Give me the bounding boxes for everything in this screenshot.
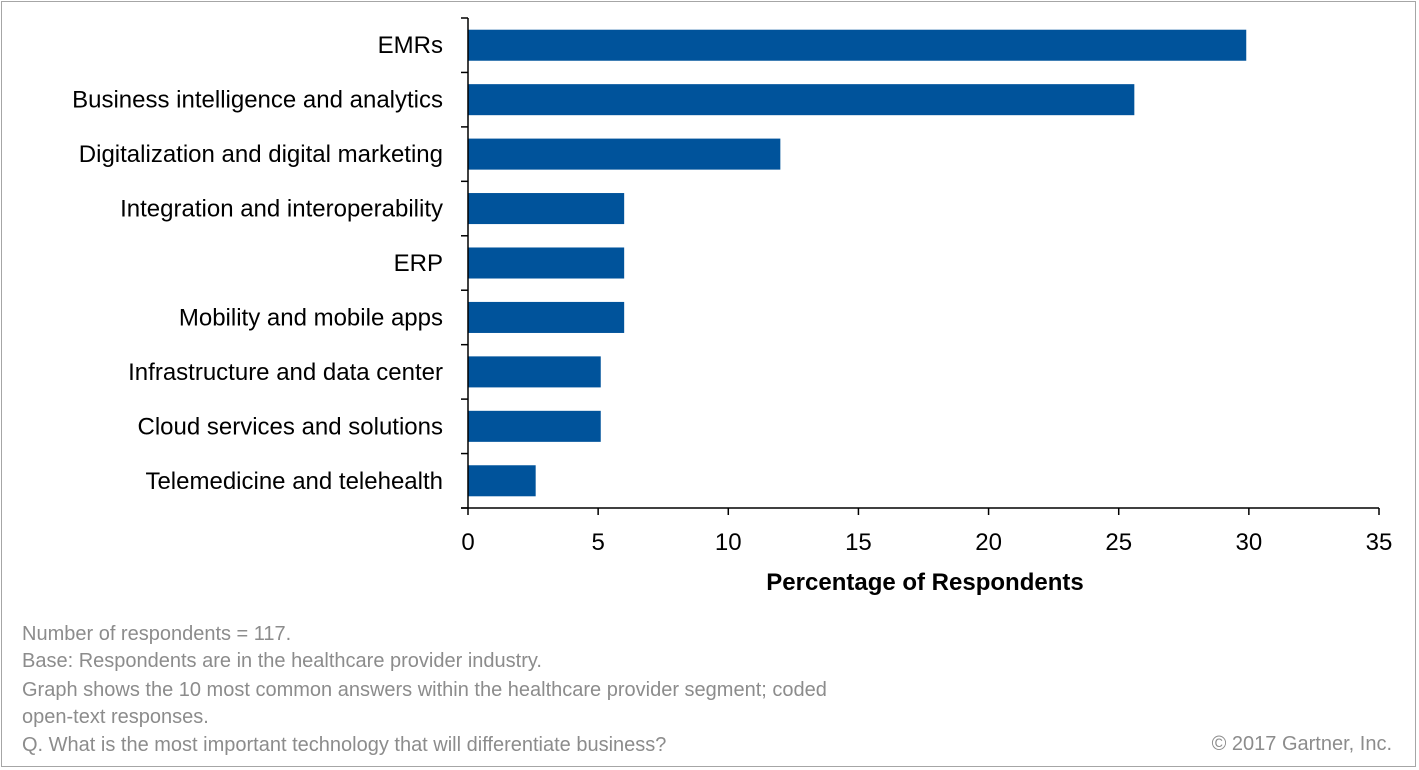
footnote-graph-note-cont: open-text responses. bbox=[22, 706, 209, 728]
bar-5 bbox=[468, 301, 625, 333]
x-tick-label-4: 20 bbox=[975, 529, 1002, 556]
bar-0 bbox=[468, 29, 1247, 61]
footnote-base: Base: Respondents are in the healthcare … bbox=[22, 650, 542, 672]
x-tick-label-0: 0 bbox=[461, 529, 474, 556]
copyright-notice: © 2017 Gartner, Inc. bbox=[1211, 733, 1392, 755]
x-axis-title: Percentage of Respondents bbox=[766, 569, 1083, 596]
category-label-6: Infrastructure and data center bbox=[128, 359, 443, 386]
x-tick-label-1: 5 bbox=[591, 529, 604, 556]
bar-7 bbox=[468, 410, 601, 442]
footnote-question: Q. What is the most important technology… bbox=[22, 734, 667, 756]
category-label-7: Cloud services and solutions bbox=[138, 413, 444, 440]
category-label-3: Integration and interoperability bbox=[120, 196, 443, 223]
category-label-2: Digitalization and digital marketing bbox=[79, 141, 443, 168]
bar-2 bbox=[468, 138, 781, 170]
bar-8 bbox=[468, 465, 536, 497]
x-tick-label-5: 25 bbox=[1105, 529, 1132, 556]
bar-3 bbox=[468, 193, 625, 225]
category-labels-group: EMRs Business intelligence and analytics D… bbox=[72, 32, 443, 495]
category-label-0: EMRs bbox=[378, 32, 443, 59]
footnote-graph-note: Graph shows the 10 most common answers w… bbox=[22, 679, 827, 701]
bars-group bbox=[468, 29, 1247, 497]
category-label-8: Telemedicine and telehealth bbox=[145, 468, 443, 495]
bar-4 bbox=[468, 247, 625, 279]
bar-chart: EMRs Business intelligence and analytics D… bbox=[72, 17, 1392, 596]
category-label-1: Business intelligence and analytics bbox=[72, 87, 443, 114]
x-tick-label-3: 15 bbox=[845, 529, 872, 556]
axes-group bbox=[461, 17, 1379, 509]
bar-1 bbox=[468, 84, 1135, 116]
footnote-respondents: Number of respondents = 117. bbox=[22, 623, 292, 645]
bar-6 bbox=[468, 356, 601, 388]
x-tick-label-7: 35 bbox=[1366, 529, 1393, 556]
x-tick-label-6: 30 bbox=[1236, 529, 1263, 556]
category-label-5: Mobility and mobile apps bbox=[179, 304, 443, 331]
x-ticks-group: 0 5 10 15 20 25 30 35 bbox=[461, 508, 1392, 556]
x-tick-label-2: 10 bbox=[715, 529, 742, 556]
category-label-4: ERP bbox=[394, 250, 443, 277]
